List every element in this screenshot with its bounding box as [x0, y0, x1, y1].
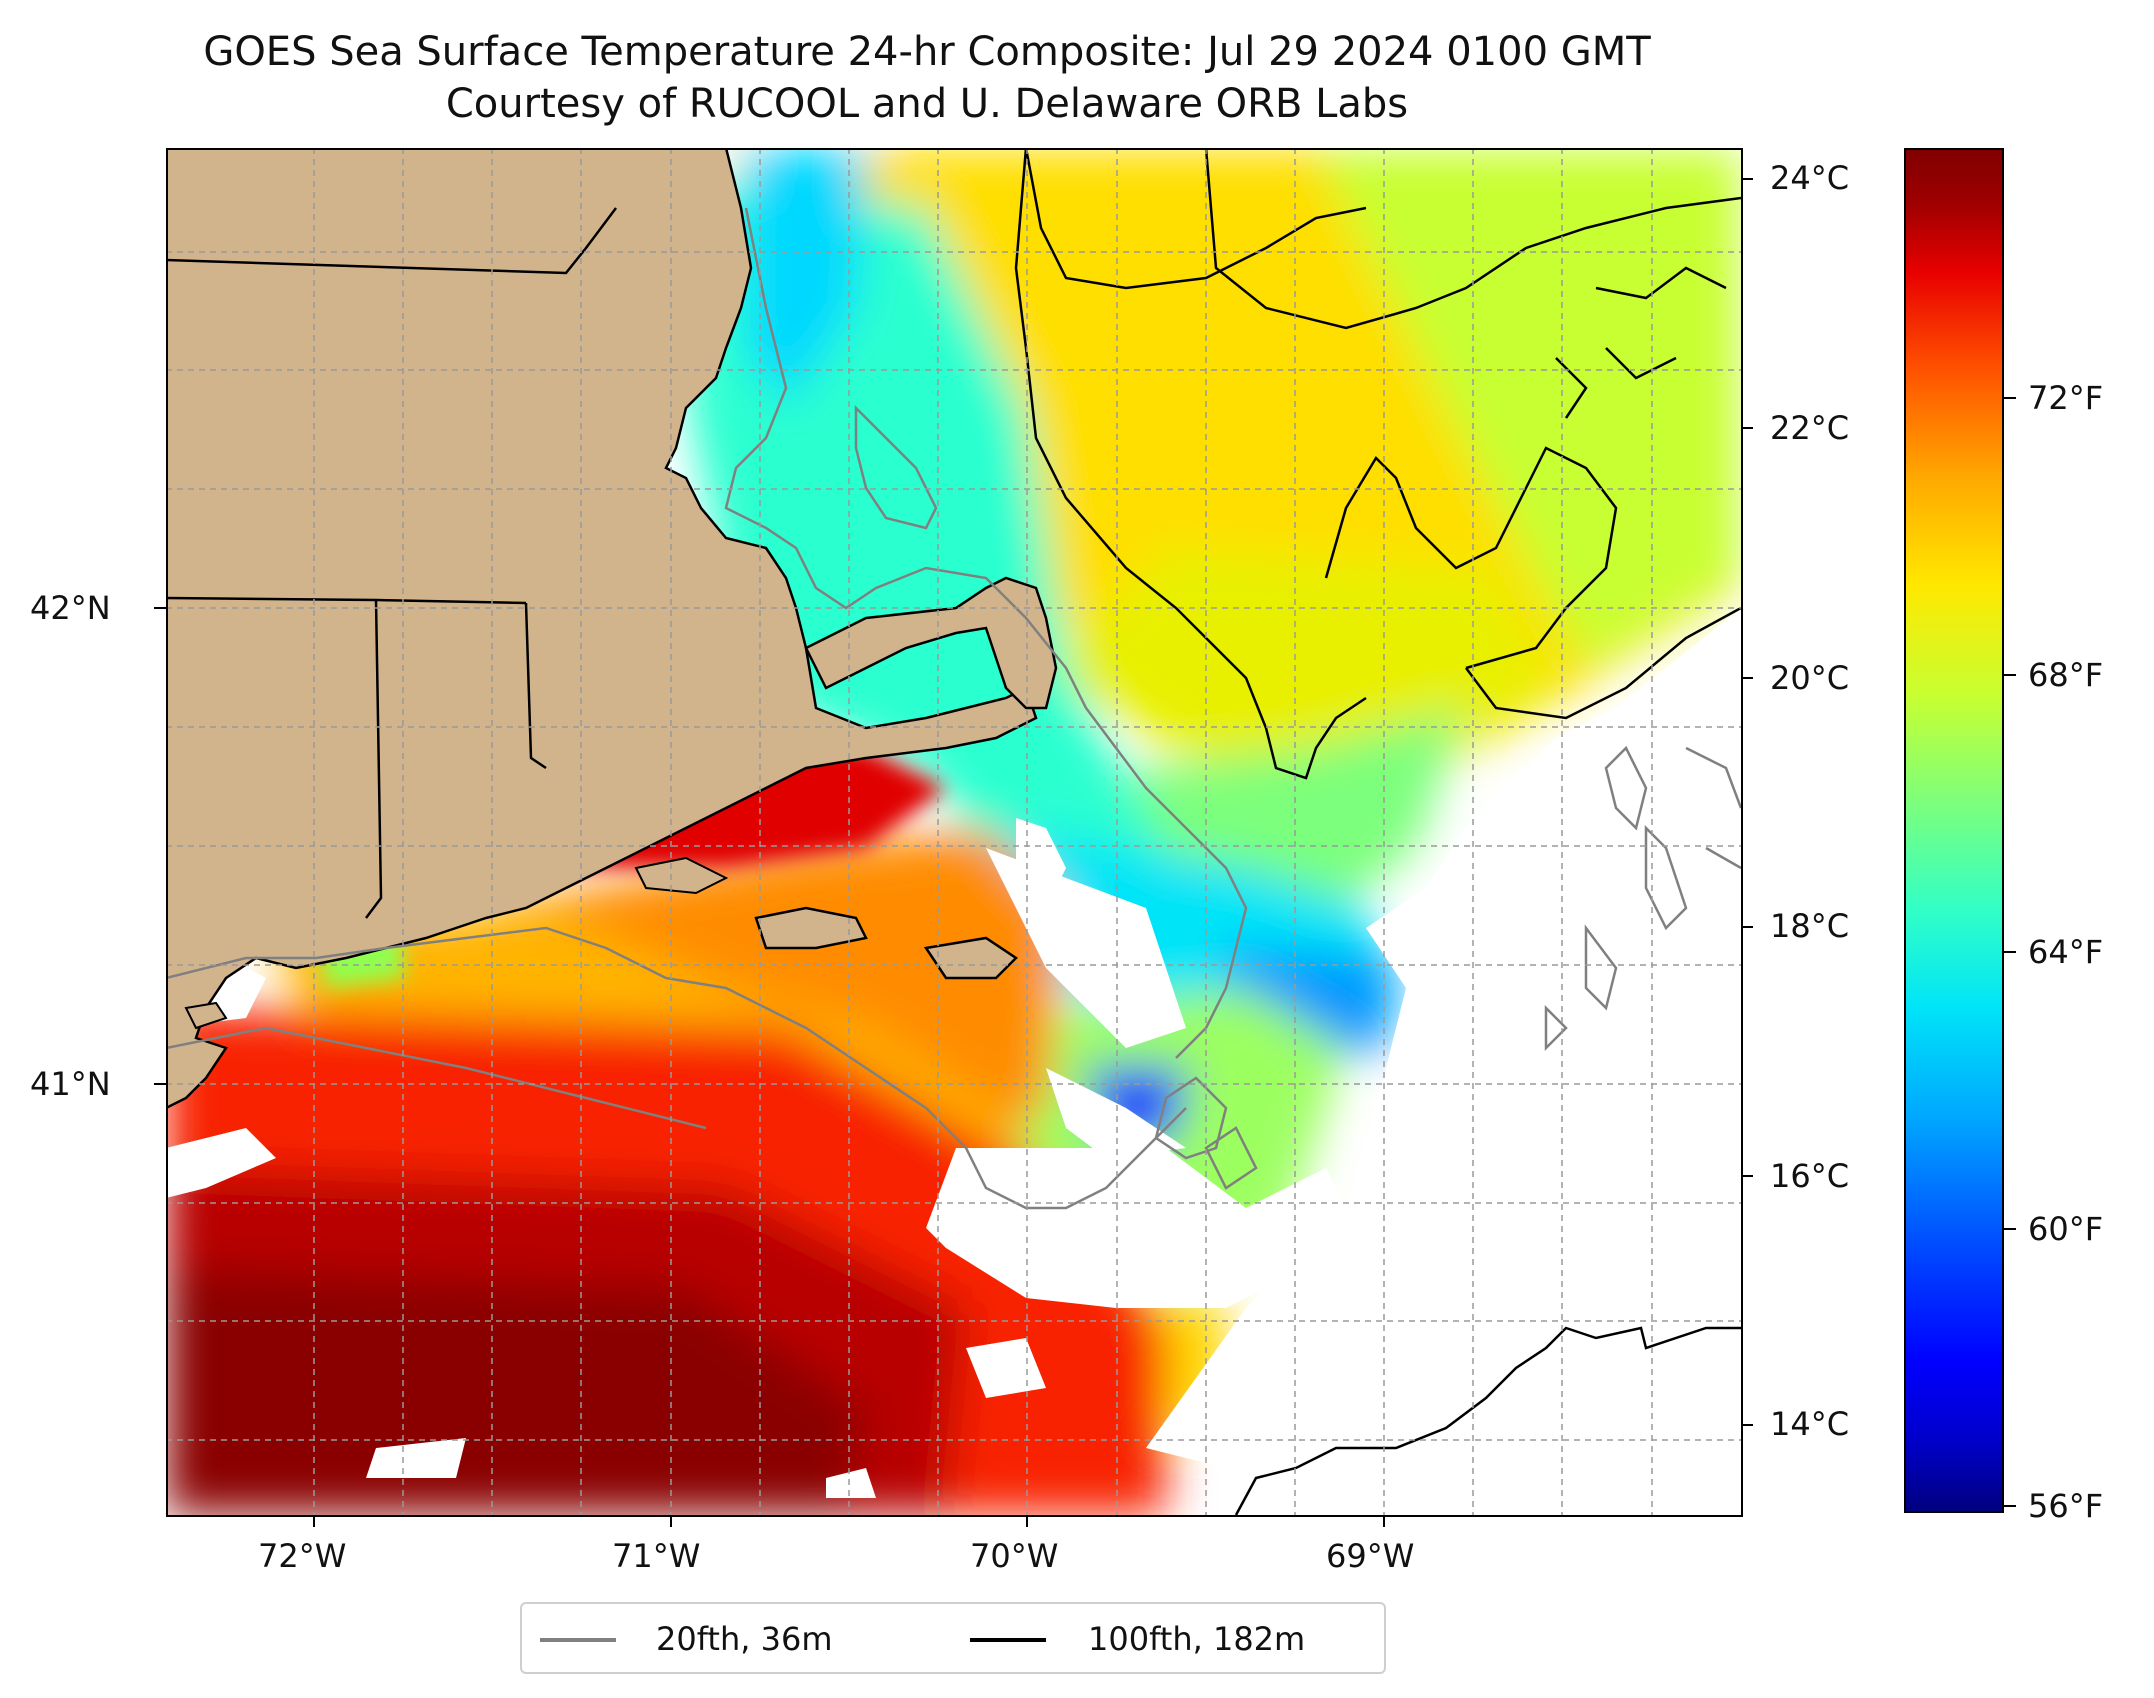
- celsius-tick-mark: [1741, 926, 1753, 928]
- state-border-ct-ri: [365, 599, 383, 919]
- fahrenheit-tick-label: 64°F: [2028, 933, 2104, 971]
- celsius-tick-label: 22°C: [1770, 409, 1850, 447]
- y-tick-label: 42°N: [30, 589, 111, 627]
- celsius-tick-label: 20°C: [1770, 659, 1850, 697]
- isobath-20-ri-shelf: [166, 1026, 707, 1130]
- isobath-100-islands: [1555, 266, 1727, 419]
- nodata-small-patch: [966, 1338, 1046, 1398]
- x-tick-label: 69°W: [1326, 1537, 1415, 1575]
- fahrenheit-tick-mark: [2004, 951, 2016, 953]
- land-mainland: [166, 148, 1038, 1110]
- isobath-20-nantucket-shoals: [1154, 1076, 1258, 1190]
- celsius-tick-mark: [1741, 677, 1753, 679]
- land: [166, 148, 1058, 1110]
- isobath-100-gulf-west: [1014, 148, 1367, 780]
- nodata-southwest-patch: [366, 1438, 466, 1478]
- nodata-west-strip: [166, 1128, 276, 1198]
- colorbar: [1904, 148, 2004, 1513]
- x-tick-mark: [313, 1515, 315, 1527]
- fahrenheit-tick-label: 72°F: [2028, 379, 2104, 417]
- land-cape-cod: [804, 576, 1058, 710]
- chart-title: GOES Sea Surface Temperature 24-hr Compo…: [203, 29, 1651, 75]
- state-border-nh-ma: [166, 207, 617, 275]
- land-marthas-vineyard: [754, 906, 868, 950]
- isobath-100fth: [1014, 148, 1741, 1515]
- celsius-tick-label: 16°C: [1770, 1157, 1850, 1195]
- x-tick-mark: [1383, 1515, 1385, 1527]
- legend-label-20fth: 20fth, 36m: [656, 1620, 833, 1658]
- fahrenheit-tick-label: 60°F: [2028, 1210, 2104, 1248]
- land-nantucket: [923, 936, 1018, 980]
- x-tick-label: 71°W: [612, 1537, 701, 1575]
- y-tick-label: 41°N: [30, 1065, 111, 1103]
- fahrenheit-tick-mark: [2004, 1505, 2016, 1507]
- sst-patch-northeast: [1316, 148, 1741, 668]
- state-border-ri-ma: [524, 602, 547, 770]
- celsius-tick-mark: [1741, 1424, 1753, 1426]
- isobath-20-stellwagen: [854, 404, 938, 530]
- y-tick-mark: [154, 607, 166, 609]
- nodata-shoals: [1046, 1068, 1186, 1158]
- isobath-100-north: [1024, 148, 1367, 290]
- land-block-island: [184, 1001, 228, 1030]
- fahrenheit-tick-mark: [2004, 674, 2016, 676]
- legend-swatch-20fth: [540, 1638, 616, 1642]
- sst-map: [166, 148, 1741, 1515]
- celsius-tick-label: 24°C: [1770, 159, 1850, 197]
- isobath-100-basin: [1324, 446, 1618, 670]
- land-elizabeth-islands: [634, 856, 729, 895]
- x-tick-label: 70°W: [970, 1537, 1059, 1575]
- isobath-100-ne: [1204, 148, 1741, 330]
- celsius-tick-label: 14°C: [1770, 1405, 1850, 1443]
- legend-label-100fth: 100fth, 182m: [1088, 1620, 1306, 1658]
- fahrenheit-tick-mark: [2004, 397, 2016, 399]
- celsius-tick-label: 18°C: [1770, 907, 1850, 945]
- isobath-20fth: [166, 207, 1741, 1210]
- celsius-tick-mark: [1741, 427, 1753, 429]
- sst-patch-ri-sound: [266, 908, 1026, 1288]
- fahrenheit-tick-mark: [2004, 1228, 2016, 1230]
- legend: 20fth, 36m 100fth, 182m: [520, 1602, 1386, 1674]
- nodata-south-center: [926, 1148, 1346, 1308]
- legend-swatch-100fth: [970, 1638, 1046, 1642]
- isobath-20-georges-shoals: [1544, 745, 1688, 1052]
- fahrenheit-tick-label: 68°F: [2028, 656, 2104, 694]
- y-tick-mark: [154, 1083, 166, 1085]
- isobath-100-south-shelf: [1234, 1326, 1741, 1515]
- nodata-great-south-channel: [986, 848, 1186, 1048]
- celsius-tick-mark: [1741, 178, 1753, 180]
- gridlines: [166, 148, 1741, 1515]
- map-svg: [166, 148, 1741, 1515]
- nodata-south-patch: [826, 1468, 876, 1498]
- isobath-100-georges-edge: [1465, 606, 1741, 720]
- isobath-20-mass-coast: [724, 207, 1248, 1059]
- x-tick-mark: [1026, 1515, 1028, 1527]
- sst-patch-shelf-darkest: [166, 1268, 866, 1515]
- fahrenheit-tick-label: 56°F: [2028, 1487, 2104, 1525]
- celsius-tick-mark: [1741, 1175, 1753, 1177]
- isobath-20-georges-east: [1685, 746, 1741, 870]
- nodata-offshore-east: [1146, 608, 1741, 1515]
- x-tick-label: 72°W: [258, 1537, 347, 1575]
- x-tick-mark: [670, 1515, 672, 1527]
- chart-subtitle: Courtesy of RUCOOL and U. Delaware ORB L…: [445, 81, 1409, 127]
- isobath-20-south-coast: [166, 926, 1187, 1210]
